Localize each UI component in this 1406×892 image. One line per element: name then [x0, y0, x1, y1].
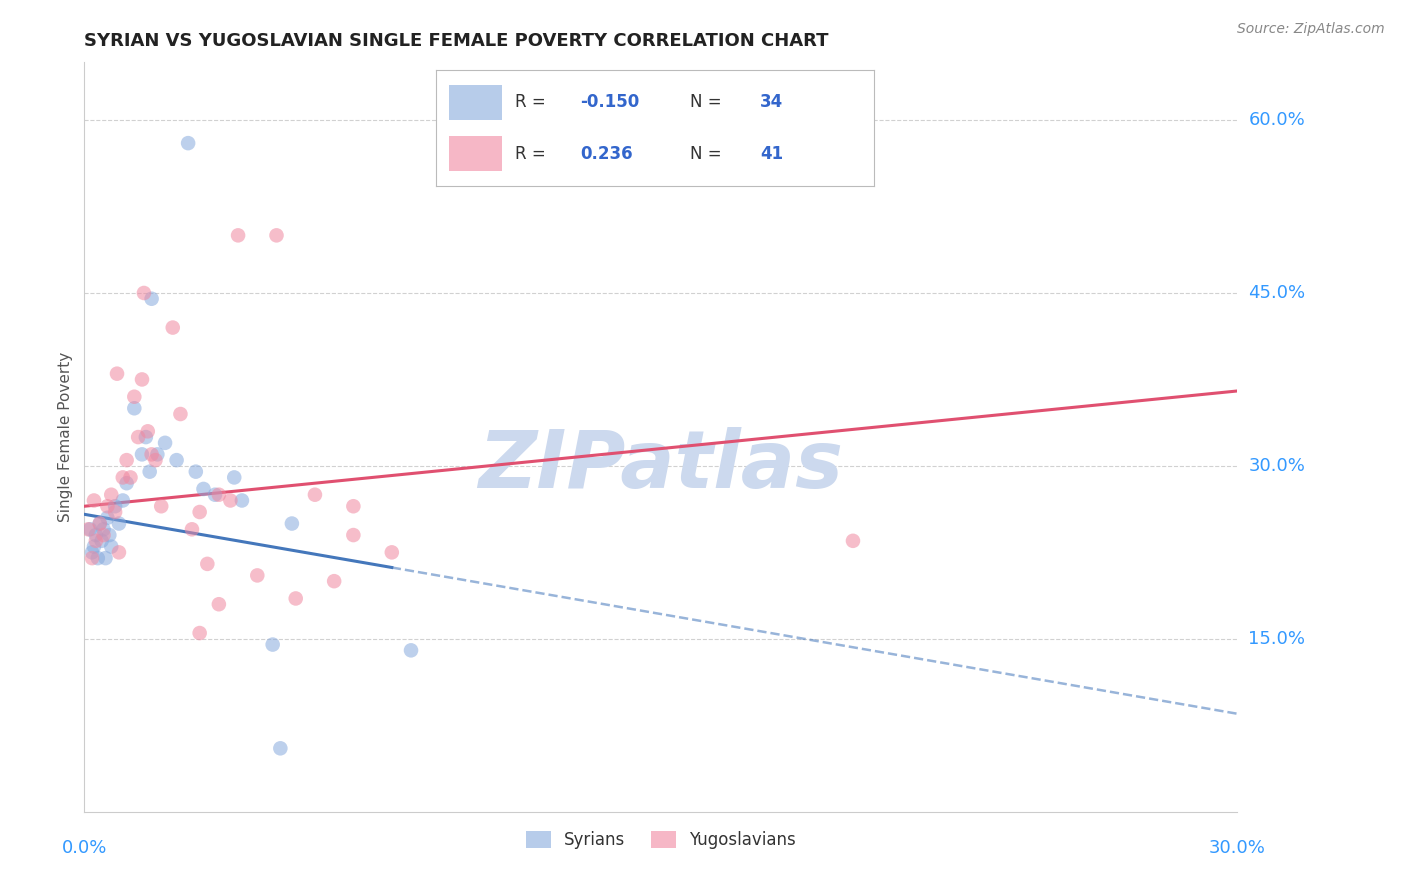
Point	[94, 551, 117, 566]
Point	[262, 638, 284, 652]
Point	[188, 626, 211, 640]
Point	[131, 447, 153, 461]
Point	[145, 453, 167, 467]
Point	[105, 367, 128, 381]
Point	[90, 533, 112, 548]
Point	[138, 465, 160, 479]
Point	[115, 453, 138, 467]
Text: 30.0%: 30.0%	[1209, 839, 1265, 857]
Y-axis label: Single Female Poverty: Single Female Poverty	[58, 352, 73, 522]
Point	[84, 533, 107, 548]
Point	[146, 447, 169, 461]
Text: 0.0%: 0.0%	[62, 839, 107, 857]
Point	[188, 505, 211, 519]
Point	[184, 465, 207, 479]
Point	[89, 516, 111, 531]
Point	[226, 228, 249, 243]
Point	[166, 453, 188, 467]
Point	[136, 425, 159, 439]
Point	[169, 407, 191, 421]
Point	[381, 545, 404, 559]
Point	[127, 430, 149, 444]
Point	[150, 500, 173, 514]
Point	[208, 597, 231, 611]
Point	[111, 493, 134, 508]
Point	[231, 493, 253, 508]
Text: 30.0%: 30.0%	[1249, 457, 1305, 475]
Point	[193, 482, 215, 496]
Text: ZIPatlas: ZIPatlas	[478, 427, 844, 505]
Point	[342, 528, 364, 542]
Point	[342, 500, 364, 514]
Point	[124, 390, 146, 404]
Text: 60.0%: 60.0%	[1249, 112, 1305, 129]
Point	[84, 528, 107, 542]
Point	[80, 545, 103, 559]
Point	[104, 505, 127, 519]
Point	[284, 591, 307, 606]
Point	[89, 516, 111, 531]
Point	[93, 528, 115, 542]
Point	[108, 545, 131, 559]
Point	[246, 568, 269, 582]
Point	[111, 470, 134, 484]
Point	[177, 136, 200, 150]
Text: 15.0%: 15.0%	[1249, 630, 1305, 648]
Point	[96, 500, 118, 514]
Point	[124, 401, 146, 416]
Point	[93, 522, 115, 536]
Point	[104, 500, 127, 514]
Point	[204, 488, 226, 502]
Point	[281, 516, 304, 531]
Point	[153, 435, 176, 450]
Point	[181, 522, 204, 536]
Point	[131, 372, 153, 386]
Point	[208, 488, 231, 502]
Point	[135, 430, 157, 444]
Point	[79, 522, 101, 536]
Point	[304, 488, 326, 502]
Point	[399, 643, 422, 657]
Point	[842, 533, 865, 548]
Text: Source: ZipAtlas.com: Source: ZipAtlas.com	[1237, 22, 1385, 37]
Point	[132, 285, 155, 300]
Point	[100, 488, 122, 502]
Point	[98, 528, 121, 542]
Point	[83, 540, 105, 554]
Point	[162, 320, 184, 334]
Legend: Syrians, Yugoslavians: Syrians, Yugoslavians	[519, 824, 803, 855]
Point	[115, 476, 138, 491]
Point	[100, 540, 122, 554]
Point	[87, 551, 110, 566]
Point	[141, 447, 163, 461]
Point	[141, 292, 163, 306]
Point	[83, 493, 105, 508]
Point	[195, 557, 218, 571]
Point	[108, 516, 131, 531]
Point	[266, 228, 288, 243]
Point	[77, 522, 100, 536]
Text: SYRIAN VS YUGOSLAVIAN SINGLE FEMALE POVERTY CORRELATION CHART: SYRIAN VS YUGOSLAVIAN SINGLE FEMALE POVE…	[84, 32, 830, 50]
Point	[224, 470, 246, 484]
Point	[120, 470, 142, 484]
Text: 45.0%: 45.0%	[1249, 284, 1306, 302]
Point	[269, 741, 291, 756]
Point	[219, 493, 242, 508]
Point	[96, 510, 118, 524]
Point	[80, 551, 103, 566]
Point	[323, 574, 346, 589]
